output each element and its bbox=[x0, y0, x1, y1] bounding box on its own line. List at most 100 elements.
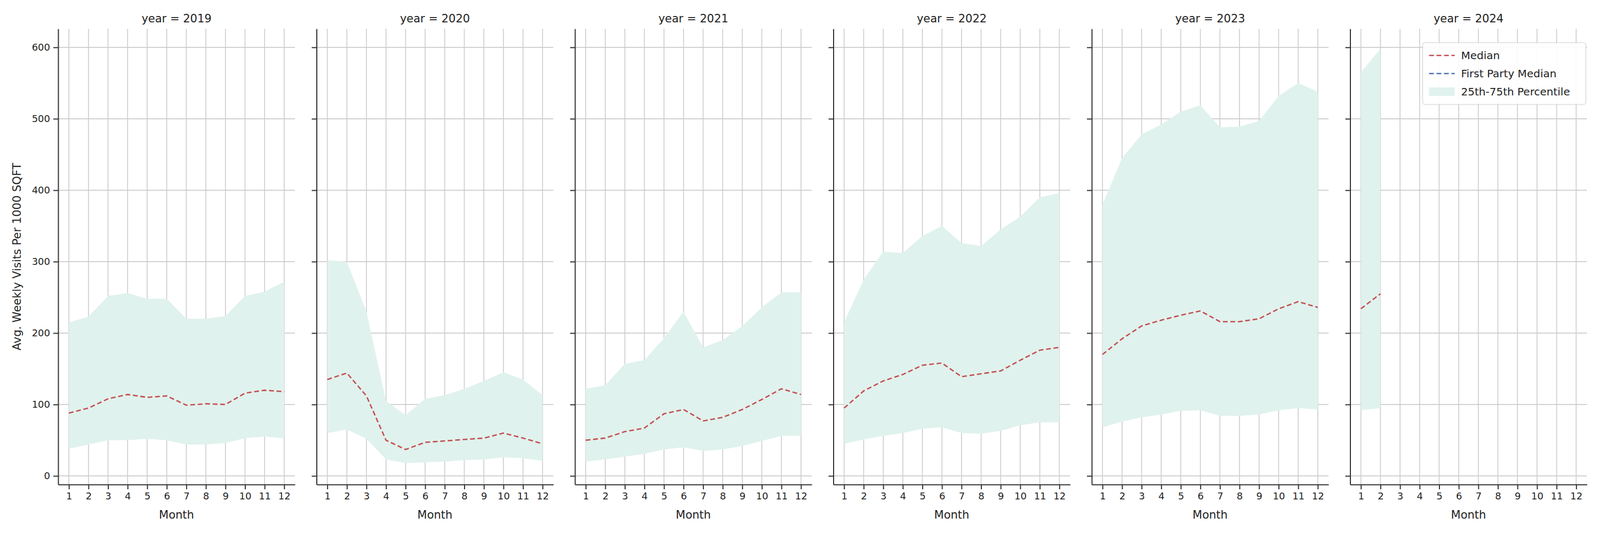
y-tick-mark bbox=[570, 404, 575, 406]
x-tick: 7 bbox=[1217, 484, 1223, 502]
x-tick: 6 bbox=[422, 484, 429, 502]
y-axis-line bbox=[316, 29, 318, 486]
x-tick: 3 bbox=[105, 484, 111, 502]
grid-line-y bbox=[574, 118, 812, 120]
grid-line-y bbox=[316, 261, 554, 263]
y-tick-mark bbox=[1086, 118, 1092, 120]
x-tick-mark bbox=[502, 484, 504, 490]
y-axis-line bbox=[58, 29, 60, 486]
x-tick-label: 7 bbox=[183, 490, 190, 502]
y-tick bbox=[828, 404, 834, 406]
x-tick-label: 4 bbox=[1158, 490, 1165, 502]
y-axis bbox=[1345, 29, 1351, 486]
x-tick: 9 bbox=[222, 484, 229, 502]
panel: 1234567891011120100200300400500600year =… bbox=[10, 12, 296, 522]
grid bbox=[1350, 28, 1588, 485]
x-tick-label: 12 bbox=[536, 490, 549, 502]
x-axis-title: Month bbox=[158, 508, 195, 522]
y-tick bbox=[828, 190, 834, 191]
x-tick-mark bbox=[863, 484, 865, 490]
x-tick: 9 bbox=[997, 484, 1004, 502]
y-tick bbox=[570, 261, 575, 263]
x-tick: 8 bbox=[461, 484, 468, 502]
x-tick-label: 12 bbox=[1053, 490, 1066, 502]
y-tick: 400 bbox=[32, 184, 59, 196]
y-tick-mark bbox=[312, 404, 317, 406]
grid-line-y bbox=[1350, 332, 1588, 334]
x-tick: 5 bbox=[402, 484, 409, 502]
x-tick: 8 bbox=[1236, 484, 1243, 502]
y-tick-mark bbox=[53, 189, 59, 191]
y-tick-mark bbox=[828, 404, 834, 406]
x-axis-line bbox=[316, 484, 554, 486]
x-tick-mark bbox=[522, 484, 524, 490]
x-tick-label: 5 bbox=[402, 490, 409, 502]
y-tick-label: 100 bbox=[32, 398, 51, 411]
x-tick: 6 bbox=[680, 484, 687, 502]
x-tick: 6 bbox=[1456, 484, 1462, 502]
x-tick-label: 3 bbox=[1397, 490, 1404, 502]
y-tick bbox=[1345, 118, 1351, 120]
x-tick-mark bbox=[1400, 484, 1402, 490]
y-tick-mark bbox=[1086, 475, 1092, 477]
x-tick-label: 7 bbox=[442, 490, 448, 502]
x-tick-mark bbox=[405, 484, 407, 490]
y-tick: 300 bbox=[32, 256, 59, 268]
grid-line-y bbox=[1091, 475, 1329, 477]
x-tick-label: 11 bbox=[258, 490, 271, 502]
grid-line-y bbox=[833, 118, 1071, 120]
y-tick-mark bbox=[828, 46, 834, 48]
x-tick: 7 bbox=[700, 484, 707, 502]
y-tick bbox=[1345, 190, 1351, 191]
x-tick: 1 bbox=[1099, 484, 1106, 502]
x-tick-mark bbox=[722, 484, 724, 490]
x-tick: 2 bbox=[85, 484, 92, 502]
x-tick-mark bbox=[1517, 484, 1519, 490]
x-tick-label: 9 bbox=[1514, 490, 1521, 502]
x-tick-mark bbox=[1536, 484, 1538, 490]
x-tick-label: 12 bbox=[1570, 490, 1583, 502]
y-tick bbox=[1086, 404, 1092, 406]
x-axis-title: Month bbox=[1192, 508, 1228, 522]
y-tick: 0 bbox=[44, 470, 59, 482]
x-tick-mark bbox=[761, 484, 763, 490]
x-tick: 5 bbox=[919, 484, 926, 502]
y-tick-mark bbox=[1345, 118, 1351, 120]
x-tick: 4 bbox=[900, 484, 907, 502]
x-tick-mark bbox=[146, 484, 148, 490]
y-tick-mark bbox=[312, 475, 317, 477]
grid-line-y bbox=[574, 261, 812, 263]
y-tick bbox=[828, 47, 834, 48]
x-tick-label: 8 bbox=[203, 490, 210, 502]
x-tick-label: 5 bbox=[144, 490, 151, 502]
x-tick: 1 bbox=[582, 484, 589, 502]
x-tick: 5 bbox=[1436, 484, 1443, 502]
x-tick-mark bbox=[980, 484, 982, 490]
x-tick-mark bbox=[205, 484, 207, 490]
y-tick bbox=[1345, 47, 1351, 48]
x-tick: 11 bbox=[1550, 484, 1564, 502]
x-tick-mark bbox=[464, 484, 466, 490]
x-tick-label: 3 bbox=[621, 490, 628, 502]
x-tick: 4 bbox=[124, 484, 131, 502]
x-tick: 5 bbox=[661, 484, 668, 502]
x-tick-label: 8 bbox=[978, 490, 984, 502]
y-tick-mark bbox=[1086, 332, 1092, 334]
y-tick-mark bbox=[53, 332, 59, 334]
y-tick-label: 200 bbox=[32, 327, 51, 339]
x-axis-line bbox=[1092, 484, 1330, 486]
x-tick: 3 bbox=[1397, 484, 1404, 502]
grid-line-y bbox=[1350, 189, 1588, 191]
x-tick-mark bbox=[683, 484, 685, 490]
x-tick: 12 bbox=[536, 484, 549, 502]
grid-line-x bbox=[1399, 28, 1401, 485]
y-tick-mark bbox=[828, 332, 834, 334]
x-tick-mark bbox=[781, 484, 783, 490]
marks bbox=[1102, 83, 1318, 428]
percentile-band bbox=[844, 193, 1060, 444]
legend-label: Median bbox=[1461, 49, 1501, 62]
x-tick-mark bbox=[186, 484, 188, 490]
y-tick-label: 500 bbox=[32, 113, 51, 125]
x-tick-mark bbox=[385, 484, 387, 490]
y-tick bbox=[828, 261, 834, 263]
